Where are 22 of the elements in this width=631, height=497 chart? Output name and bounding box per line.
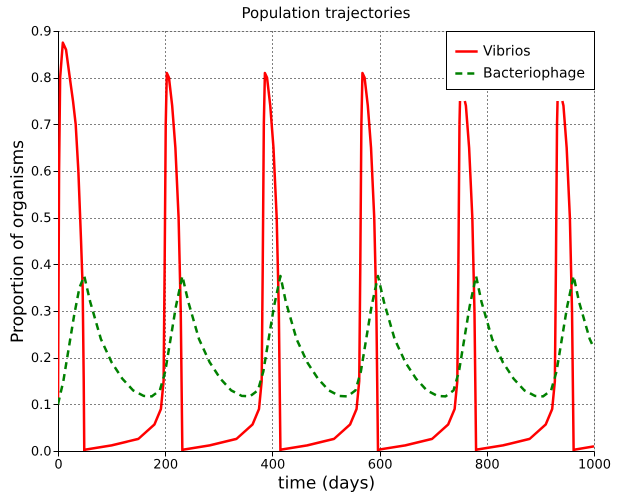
- x-tick-label: 400: [260, 458, 286, 472]
- y-tick-label: 0.4: [30, 258, 52, 273]
- y-tick-label: 0.2: [30, 351, 52, 366]
- line-series: [58, 274, 594, 406]
- x-tick-label: 200: [153, 458, 178, 472]
- y-axis-title: Proportion of organisms: [8, 140, 28, 343]
- y-tick-label: 0.8: [30, 71, 52, 86]
- x-axis-title: time (days): [278, 474, 376, 494]
- x-tick-label: 800: [474, 458, 500, 472]
- legend-label: Bacteriophage: [483, 66, 586, 82]
- y-tick-label: 0.6: [30, 164, 52, 180]
- y-tick-label: 0.3: [30, 304, 52, 320]
- x-tick-label: 0: [54, 458, 63, 472]
- x-tick-label: 600: [368, 458, 393, 472]
- y-tick-label: 0.5: [30, 211, 52, 226]
- x-tick-label: 1000: [578, 458, 612, 472]
- chart-title: Population trajectories: [242, 4, 411, 22]
- y-tick-label: 0.9: [30, 24, 52, 40]
- y-tick-label: 0.7: [30, 118, 52, 133]
- legend-label: Vibrios: [483, 44, 531, 60]
- y-tick-label: 0.1: [30, 398, 52, 413]
- y-tick-label: 0.0: [30, 444, 52, 460]
